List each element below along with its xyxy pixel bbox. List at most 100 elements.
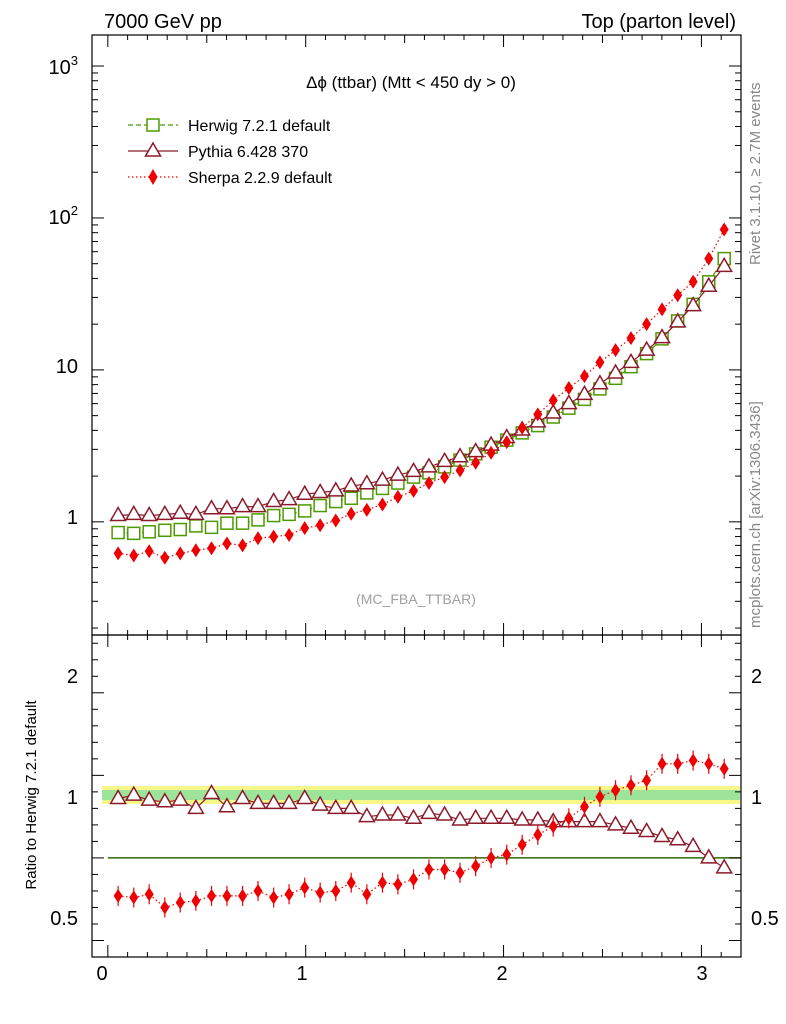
point-pythia-34 — [637, 340, 656, 356]
ratio-plot-frame — [91, 634, 742, 958]
ratio-point-sherpa-16 — [362, 887, 372, 902]
mcplots-label: mcplots.cern.ch [arXiv:1306.3436] — [747, 401, 764, 628]
ratio-point-sherpa-3 — [160, 900, 170, 915]
ratio-point-sherpa-13 — [315, 885, 325, 900]
ratio-data-marks — [107, 750, 741, 918]
ratio-y-tick-0.5: 0.5 — [50, 908, 78, 930]
point-herwig-5 — [189, 519, 203, 533]
point-sherpa-24 — [486, 445, 496, 460]
ratio-axis-ticks — [92, 635, 742, 957]
point-sherpa-31 — [595, 355, 605, 370]
ratio-uncertainty-band — [102, 786, 740, 804]
ratio-point-pythia-38 — [699, 848, 718, 864]
point-sherpa-12 — [300, 521, 310, 536]
point-pythia-29 — [560, 394, 578, 410]
point-sherpa-22 — [455, 463, 465, 478]
ratio-point-pythia-11 — [280, 793, 298, 810]
ratio-point-pythia-21 — [435, 805, 454, 821]
point-sherpa-9 — [253, 531, 263, 546]
point-sherpa-4 — [175, 546, 185, 561]
point-sherpa-8 — [238, 538, 248, 553]
ratio-plot: Ratio to Herwig 7.2.1 default 2 1 0.5 2 … — [23, 634, 779, 985]
point-herwig-1 — [126, 526, 141, 541]
ratio-point-sherpa-22 — [455, 865, 465, 880]
point-herwig-12 — [297, 504, 312, 518]
point-sherpa-33 — [626, 331, 636, 346]
point-sherpa-19 — [409, 483, 419, 498]
legend-entry-pythia: Pythia 6.428 370 — [128, 141, 308, 161]
legend-label-sherpa: Sherpa 2.2.9 default — [188, 170, 333, 187]
ratio-band-inner — [102, 790, 740, 800]
point-sherpa-14 — [331, 513, 341, 528]
point-pythia-4 — [171, 503, 190, 519]
ratio-point-pythia-8 — [233, 788, 252, 805]
point-pythia-30 — [575, 384, 594, 401]
ratio-point-sherpa-10 — [269, 890, 279, 905]
point-pythia-17 — [373, 470, 392, 486]
point-pythia-36 — [668, 312, 687, 328]
ratio-point-sherpa-31 — [595, 789, 605, 804]
ratio-y-tick-labels-left: 2 1 0.5 — [50, 666, 78, 930]
ratio-y-tick-2-right: 2 — [751, 666, 762, 688]
ratio-point-pythia-20 — [420, 803, 438, 820]
ratio-point-pythia-35 — [653, 826, 671, 843]
ratio-point-pythia-36 — [668, 830, 687, 846]
ratio-point-sherpa-19 — [409, 872, 419, 887]
ratio-point-sherpa-8 — [238, 888, 248, 903]
chart-title: Δϕ (ttbar) (Mtt < 450 dy > 0) — [306, 73, 516, 92]
ratio-point-pythia-18 — [389, 805, 407, 821]
analysis-tag: (MC_FBA_TTBAR) — [356, 591, 476, 607]
point-herwig-8 — [235, 516, 250, 530]
point-pythia-35 — [653, 328, 671, 344]
ratio-point-sherpa-30 — [579, 799, 589, 814]
x-tick-label-3: 3 — [696, 963, 707, 985]
point-pythia-22 — [451, 447, 469, 463]
ratio-point-sherpa-32 — [611, 783, 621, 798]
point-sherpa-1 — [129, 548, 139, 563]
point-herwig-14 — [329, 494, 343, 509]
ratio-point-pythia-5 — [187, 798, 205, 815]
point-sherpa-34 — [642, 317, 652, 332]
ratio-point-pythia-26 — [513, 810, 531, 826]
series-line-sherpa — [118, 229, 725, 559]
ratio-point-sherpa-21 — [440, 862, 450, 877]
y-tick-label-1000-base: 10 — [49, 57, 71, 79]
point-pythia-0 — [109, 506, 127, 522]
point-sherpa-0 — [113, 546, 123, 561]
y-tick-label-1000: 103 — [49, 53, 78, 79]
ratio-point-pythia-0 — [109, 788, 127, 805]
main-data-marks — [109, 222, 733, 565]
ratio-point-sherpa-27 — [533, 827, 543, 842]
point-pythia-39 — [715, 256, 733, 273]
main-axis-ticks — [92, 35, 742, 635]
point-herwig-9 — [251, 513, 265, 527]
y-tick-label-100-exp: 2 — [71, 203, 78, 218]
point-sherpa-32 — [611, 343, 621, 358]
point-sherpa-37 — [688, 274, 698, 289]
point-sherpa-27 — [533, 407, 543, 422]
ratio-point-sherpa-6 — [207, 888, 217, 903]
ratio-point-sherpa-35 — [657, 756, 667, 771]
ratio-point-pythia-17 — [373, 805, 392, 821]
point-pythia-16 — [358, 474, 376, 490]
ratio-point-pythia-4 — [171, 790, 190, 806]
ratio-line-sherpa — [118, 759, 725, 909]
ratio-point-pythia-1 — [124, 785, 143, 801]
ratio-point-pythia-19 — [404, 808, 423, 825]
legend-label-herwig: Herwig 7.2.1 default — [188, 118, 331, 135]
series-line-herwig — [118, 258, 725, 534]
main-y-tick-labels: 103 102 10 1 — [49, 53, 78, 529]
point-pythia-2 — [140, 506, 158, 522]
point-pythia-5 — [187, 504, 205, 521]
ratio-point-sherpa-11 — [284, 887, 294, 902]
ratio-point-sherpa-28 — [548, 819, 558, 834]
ratio-point-pythia-31 — [591, 812, 609, 828]
point-sherpa-17 — [377, 497, 387, 512]
point-pythia-10 — [264, 492, 283, 508]
ratio-y-tick-0.5-right: 0.5 — [751, 908, 779, 930]
ratio-point-pythia-15 — [342, 798, 361, 815]
point-sherpa-21 — [440, 470, 450, 485]
ratio-point-pythia-3 — [156, 792, 174, 808]
point-pythia-20 — [420, 457, 438, 473]
